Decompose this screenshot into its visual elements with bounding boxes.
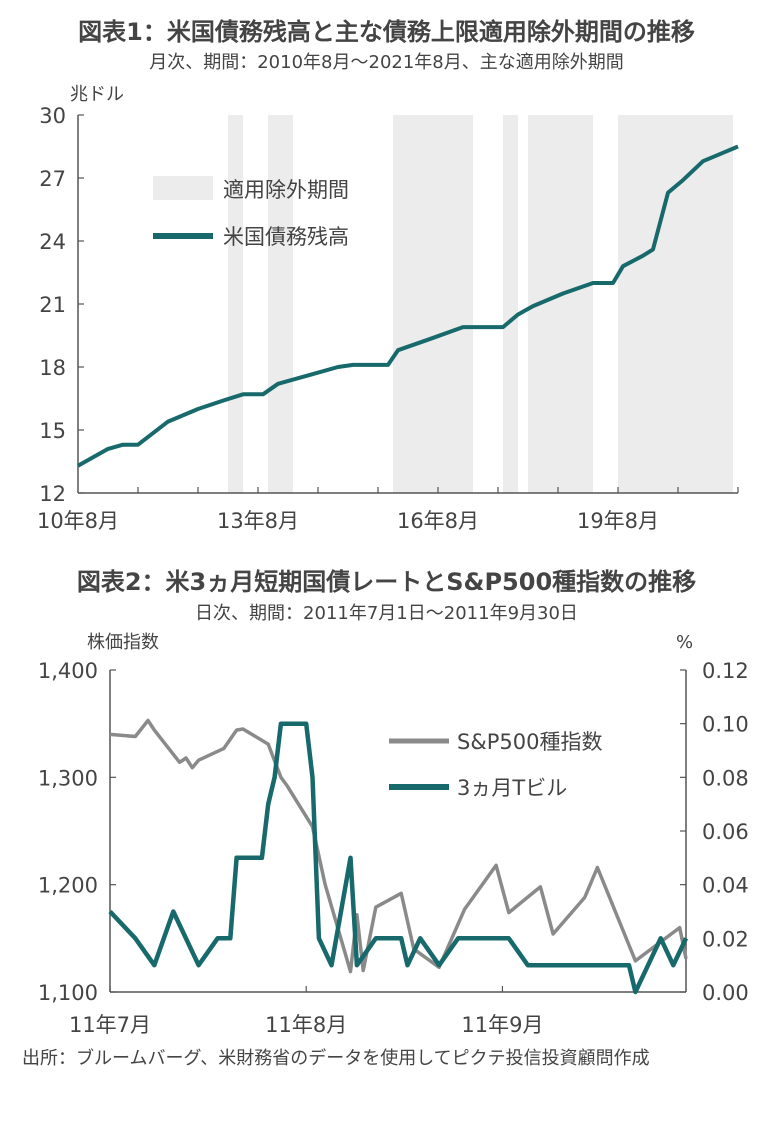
exemption-band [393,115,473,493]
chart2-right-tick-label: 0.06 [702,820,749,844]
chart2-right-tick-label: 0.08 [702,766,749,790]
exemption-bands [228,115,733,493]
chart2-x-tick-label: 11年9月 [461,1013,543,1037]
source-note: 出所：ブルームバーグ、米財務省のデータを使用してピクテ投信投資顧問作成 [22,1048,650,1069]
chart2-right-tick-label: 0.10 [702,713,749,737]
chart1-x-tick-label: 13年8月 [217,509,299,533]
chart2-right-tick-label: 0.02 [702,927,749,951]
chart1-y-tick-label: 27 [39,167,66,191]
chart2-x-tick-label: 11年7月 [69,1013,151,1037]
legend-tbill-label: 3ヵ月Tビル [457,776,567,800]
legend-band-label: 適用除外期間 [223,178,349,202]
chart1-x-tick-label: 16年8月 [397,509,479,533]
tbill-line [108,721,689,995]
debt-series [77,144,739,468]
chart2-right-tick-label: 0.12 [702,659,749,683]
chart1-y-tick-label: 21 [39,293,66,317]
chart2-subtitle: 日次、期間：2011年7月1日～2011年9月30日 [195,603,578,624]
chart2-left-unit: 株価指数 [87,632,159,653]
chart2-left-tick-label: 1,400 [38,659,98,683]
chart1-y-tick-label: 30 [39,104,66,128]
chart1-title: 図表1：米国債務残高と主な債務上限適用除外期間の推移 [78,18,695,46]
exemption-band [503,115,518,493]
exemption-band [618,115,733,493]
sp500-line [109,718,688,974]
chart2-right-tick-label: 0.04 [702,874,749,898]
exemption-band [268,115,293,493]
chart1-legend: 適用除外期間 米国債務残高 [153,176,349,249]
chart2-left-tick-label: 1,300 [38,766,98,790]
chart2-right-unit: % [676,632,693,653]
chart2-title: 図表2：米3ヵ月短期国債レートとS&P500種指数の推移 [76,568,697,596]
chart2-right-tick-label: 0.00 [702,981,749,1005]
legend-line-label: 米国債務残高 [223,225,349,249]
chart1-unit-label: 兆ドル [70,84,124,105]
legend-sp-label: S&P500種指数 [457,730,602,754]
chart1-y-tick-label: 18 [39,356,66,380]
chart1-x-tick-label: 10年8月 [37,509,119,533]
chart2-left-tick-label: 1,200 [38,874,98,898]
chart2-axes: 1,100 1,200 1,300 1,400 0.00 0.02 0.04 0.06 0.08… [38,632,749,1037]
chart1-x-tick-label: 19年8月 [577,509,659,533]
legend-band-swatch [153,176,213,200]
chart1-y-tick-label: 24 [39,230,66,254]
chart2-left-tick-label: 1,100 [38,981,98,1005]
exemption-band [228,115,243,493]
chart1-y-tick-label: 12 [39,482,66,506]
chart1-subtitle: 月次、期間：2010年8月～2021年8月、主な適用除外期間 [149,52,624,73]
chart2: 1,100 1,200 1,300 1,400 0.00 0.02 0.04 0.06 0.08… [38,632,749,1037]
debt-line [77,144,739,468]
chart2-x-tick-label: 11年8月 [265,1013,347,1037]
chart2-legend: S&P500種指数 3ヵ月Tビル [389,730,602,800]
chart1-y-tick-label: 15 [39,419,66,443]
chart2-series [108,718,689,995]
